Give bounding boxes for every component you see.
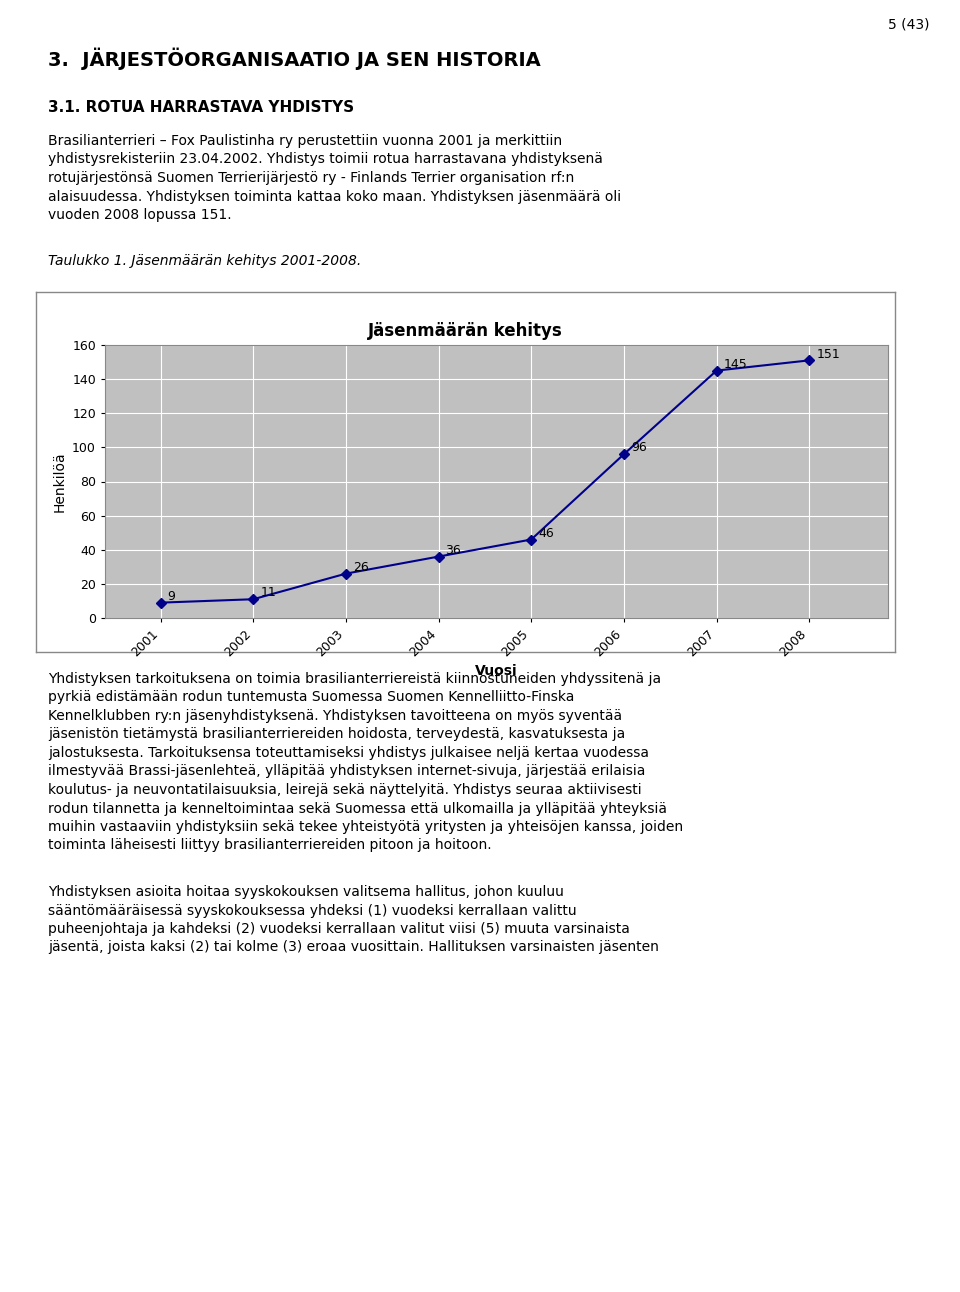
Text: alaisuudessa. Yhdistyksen toiminta kattaa koko maan. Yhdistyksen jäsenmäärä oli: alaisuudessa. Yhdistyksen toiminta katta… xyxy=(48,190,621,204)
Text: 26: 26 xyxy=(353,561,369,574)
Text: 145: 145 xyxy=(724,358,747,371)
Text: 9: 9 xyxy=(168,590,176,603)
Y-axis label: Henkilöä: Henkilöä xyxy=(53,451,66,512)
Text: Yhdistyksen tarkoituksena on toimia brasilianterriereistä kiinnostuneiden yhdyss: Yhdistyksen tarkoituksena on toimia bras… xyxy=(48,672,661,686)
Text: 96: 96 xyxy=(631,442,647,455)
Text: 151: 151 xyxy=(816,348,840,360)
Text: 5 (43): 5 (43) xyxy=(889,18,930,32)
Text: jäsenistön tietämystä brasilianterriereiden hoidosta, terveydestä, kasvatuksesta: jäsenistön tietämystä brasilianterrierei… xyxy=(48,727,625,742)
Text: toiminta läheisesti liittyy brasilianterriereiden pitoon ja hoitoon.: toiminta läheisesti liittyy brasilianter… xyxy=(48,839,492,853)
Text: 11: 11 xyxy=(260,587,276,599)
Text: muihin vastaaviin yhdistyksiin sekä tekee yhteistyötä yritysten ja yhteisöjen ka: muihin vastaaviin yhdistyksiin sekä teke… xyxy=(48,820,684,835)
X-axis label: Vuosi: Vuosi xyxy=(475,664,517,678)
Text: rotujärjestönsä Suomen Terrierijärjestö ry - Finlands Terrier organisation rf:n: rotujärjestönsä Suomen Terrierijärjestö … xyxy=(48,171,574,185)
Text: koulutus- ja neuvontatilaisuuksia, leirejä sekä näyttelyitä. Yhdistys seuraa akt: koulutus- ja neuvontatilaisuuksia, leire… xyxy=(48,783,641,797)
Text: 46: 46 xyxy=(539,527,554,540)
Text: yhdistysrekisteriin 23.04.2002. Yhdistys toimii rotua harrastavana yhdistyksenä: yhdistysrekisteriin 23.04.2002. Yhdistys… xyxy=(48,152,603,167)
Text: rodun tilannetta ja kenneltoimintaa sekä Suomessa että ulkomailla ja ylläpitää y: rodun tilannetta ja kenneltoimintaa sekä… xyxy=(48,801,667,815)
Text: sääntömääräisessä syyskokouksessa yhdeksi (1) vuodeksi kerrallaan valittu: sääntömääräisessä syyskokouksessa yhdeks… xyxy=(48,903,577,917)
Text: Yhdistyksen asioita hoitaa syyskokouksen valitsema hallitus, johon kuuluu: Yhdistyksen asioita hoitaa syyskokouksen… xyxy=(48,885,564,899)
Text: jäsentä, joista kaksi (2) tai kolme (3) eroaa vuosittain. Hallituksen varsinaist: jäsentä, joista kaksi (2) tai kolme (3) … xyxy=(48,941,659,955)
Text: 3.  JÄRJESTÖORGANISAATIO JA SEN HISTORIA: 3. JÄRJESTÖORGANISAATIO JA SEN HISTORIA xyxy=(48,48,540,71)
Text: Taulukko 1. Jäsenmäärän kehitys 2001-2008.: Taulukko 1. Jäsenmäärän kehitys 2001-200… xyxy=(48,255,361,269)
Text: ilmestyvää Brassi-jäsenlehteä, ylläpitää yhdistyksen internet-sivuja, järjestää : ilmestyvää Brassi-jäsenlehteä, ylläpitää… xyxy=(48,765,645,779)
Text: jalostuksesta. Tarkoituksensa toteuttamiseksi yhdistys julkaisee neljä kertaa vu: jalostuksesta. Tarkoituksensa toteuttami… xyxy=(48,745,649,760)
Text: 36: 36 xyxy=(445,544,462,557)
Text: Jäsenmäärän kehitys: Jäsenmäärän kehitys xyxy=(368,322,563,340)
Text: Kennelklubben ry:n jäsenyhdistyksenä. Yhdistyksen tavoitteena on myös syventää: Kennelklubben ry:n jäsenyhdistyksenä. Yh… xyxy=(48,709,622,724)
Text: pyrkiä edistämään rodun tuntemusta Suomessa Suomen Kennelliitto-Finska: pyrkiä edistämään rodun tuntemusta Suome… xyxy=(48,690,574,704)
Text: puheenjohtaja ja kahdeksi (2) vuodeksi kerrallaan valitut viisi (5) muuta varsin: puheenjohtaja ja kahdeksi (2) vuodeksi k… xyxy=(48,922,630,935)
Text: vuoden 2008 lopussa 151.: vuoden 2008 lopussa 151. xyxy=(48,208,231,222)
Text: 3.1. ROTUA HARRASTAVA YHDISTYS: 3.1. ROTUA HARRASTAVA YHDISTYS xyxy=(48,99,354,115)
Text: Brasilianterrieri – Fox Paulistinha ry perustettiin vuonna 2001 ja merkittiin: Brasilianterrieri – Fox Paulistinha ry p… xyxy=(48,134,563,149)
